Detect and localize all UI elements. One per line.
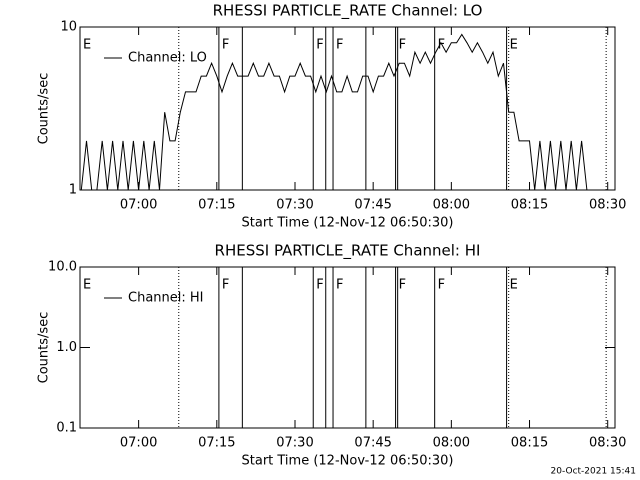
x-tick-label: 07:30 <box>276 198 313 213</box>
flag-label: F <box>399 278 406 293</box>
chart-title: RHESSI PARTICLE_RATE Channel: HI <box>215 242 481 261</box>
x-tick-label: 07:00 <box>120 198 157 213</box>
chart-title: RHESSI PARTICLE_RATE Channel: LO <box>213 2 483 21</box>
x-tick-label: 08:15 <box>511 198 548 213</box>
x-tick-label: 08:15 <box>511 436 548 451</box>
x-tick-label: 08:30 <box>589 436 626 451</box>
x-tick-label: 07:30 <box>276 436 313 451</box>
y-tick-label: 1.0 <box>56 340 77 355</box>
data-line <box>80 33 588 191</box>
flag-label: E <box>83 278 91 293</box>
flag-label: F <box>222 38 229 53</box>
flag-label: E <box>83 38 91 53</box>
x-tick-label: 07:15 <box>198 198 235 213</box>
flag-label: F <box>438 38 445 53</box>
y-tick-label: 10.0 <box>48 260 77 275</box>
y-tick-label: 10 <box>60 20 77 35</box>
x-tick-label: 07:00 <box>120 436 157 451</box>
plot-frame <box>79 26 616 191</box>
flag-label: F <box>316 38 323 53</box>
x-tick-label: 07:45 <box>354 436 391 451</box>
flag-label: E <box>510 278 518 293</box>
flag-label: F <box>438 278 445 293</box>
flag-label: F <box>222 278 229 293</box>
x-axis-label: Start Time (12-Nov-12 06:50:30) <box>242 216 454 231</box>
footer: 20-Oct-2021 15:41 <box>551 467 636 477</box>
y-axis-label: Counts/sec <box>37 73 52 145</box>
y-axis-label: Counts/sec <box>37 312 52 384</box>
x-tick-label: 07:15 <box>198 436 235 451</box>
x-tick-label: 08:30 <box>589 198 626 213</box>
legend-label: Channel: LO <box>128 51 207 66</box>
x-axis-label: Start Time (12-Nov-12 06:50:30) <box>242 454 454 469</box>
y-tick-label: 1 <box>69 183 77 198</box>
x-tick-label: 08:00 <box>433 436 470 451</box>
flag-label: F <box>316 278 323 293</box>
y-tick-label: 0.1 <box>56 421 77 436</box>
flag-label: F <box>336 38 343 53</box>
flag-label: E <box>510 38 518 53</box>
flag-label: F <box>336 278 343 293</box>
legend-label: Channel: HI <box>128 291 204 306</box>
x-tick-label: 07:45 <box>354 198 391 213</box>
x-tick-label: 08:00 <box>433 198 470 213</box>
flag-label: F <box>399 38 406 53</box>
